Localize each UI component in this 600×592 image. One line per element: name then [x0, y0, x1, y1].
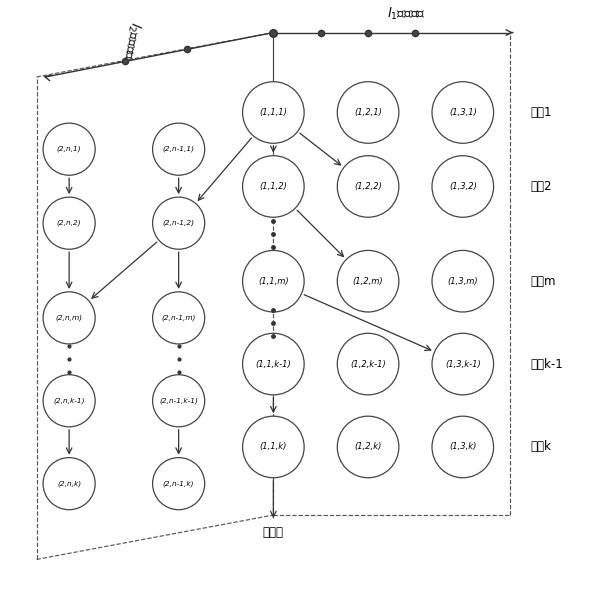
Circle shape	[432, 156, 494, 217]
Circle shape	[337, 416, 399, 478]
Circle shape	[242, 416, 304, 478]
Circle shape	[432, 333, 494, 395]
Circle shape	[337, 82, 399, 143]
Text: (1,2,k): (1,2,k)	[355, 442, 382, 452]
Text: (2,n,1): (2,n,1)	[57, 146, 82, 152]
Circle shape	[152, 292, 205, 344]
Text: (2,n,2): (2,n,2)	[57, 220, 82, 226]
Text: (1,1,k): (1,1,k)	[260, 442, 287, 452]
Text: (1,2,m): (1,2,m)	[353, 276, 383, 286]
Circle shape	[43, 375, 95, 427]
Text: 时段k-1: 时段k-1	[531, 358, 563, 371]
Text: (1,2,2): (1,2,2)	[354, 182, 382, 191]
Text: (1,1,m): (1,1,m)	[258, 276, 289, 286]
Circle shape	[152, 197, 205, 249]
Text: 时段k: 时段k	[531, 440, 552, 453]
Text: (1,1,1): (1,1,1)	[259, 108, 287, 117]
Text: 时杗1: 时杗1	[531, 106, 553, 119]
Text: (2,n-1,k-1): (2,n-1,k-1)	[159, 398, 198, 404]
Text: (2,n,k): (2,n,k)	[57, 481, 81, 487]
Circle shape	[43, 458, 95, 510]
Text: 时杗2: 时杗2	[531, 180, 553, 193]
Text: (1,2,k-1): (1,2,k-1)	[350, 359, 386, 369]
Text: (1,2,1): (1,2,1)	[354, 108, 382, 117]
Text: (1,1,2): (1,1,2)	[259, 182, 287, 191]
Text: (2,n-1,m): (2,n-1,m)	[161, 315, 196, 321]
Text: (1,1,k-1): (1,1,k-1)	[256, 359, 291, 369]
Circle shape	[43, 123, 95, 175]
Circle shape	[337, 333, 399, 395]
Text: (2,n-1,1): (2,n-1,1)	[163, 146, 194, 152]
Circle shape	[152, 375, 205, 427]
Text: (2,n-1,2): (2,n-1,2)	[163, 220, 194, 226]
Text: (2,n,m): (2,n,m)	[56, 315, 83, 321]
Circle shape	[242, 82, 304, 143]
Circle shape	[432, 416, 494, 478]
Circle shape	[242, 250, 304, 312]
Circle shape	[43, 197, 95, 249]
Text: (2,n,k-1): (2,n,k-1)	[53, 398, 85, 404]
Text: 时间轴: 时间轴	[263, 526, 284, 539]
Text: (1,3,k-1): (1,3,k-1)	[445, 359, 481, 369]
Text: (1,3,m): (1,3,m)	[448, 276, 478, 286]
Circle shape	[432, 250, 494, 312]
Text: (2,n-1,k): (2,n-1,k)	[163, 481, 194, 487]
Circle shape	[242, 333, 304, 395]
Text: (1,3,1): (1,3,1)	[449, 108, 477, 117]
Text: (1,3,2): (1,3,2)	[449, 182, 477, 191]
Circle shape	[43, 292, 95, 344]
Text: $l_2$下行方向: $l_2$下行方向	[119, 20, 143, 61]
Text: $l_1$下行方向: $l_1$下行方向	[387, 5, 426, 22]
Circle shape	[432, 82, 494, 143]
Circle shape	[242, 156, 304, 217]
Text: (1,3,k): (1,3,k)	[449, 442, 476, 452]
Circle shape	[337, 250, 399, 312]
Circle shape	[337, 156, 399, 217]
Circle shape	[152, 458, 205, 510]
Circle shape	[152, 123, 205, 175]
Text: 时段m: 时段m	[531, 275, 556, 288]
